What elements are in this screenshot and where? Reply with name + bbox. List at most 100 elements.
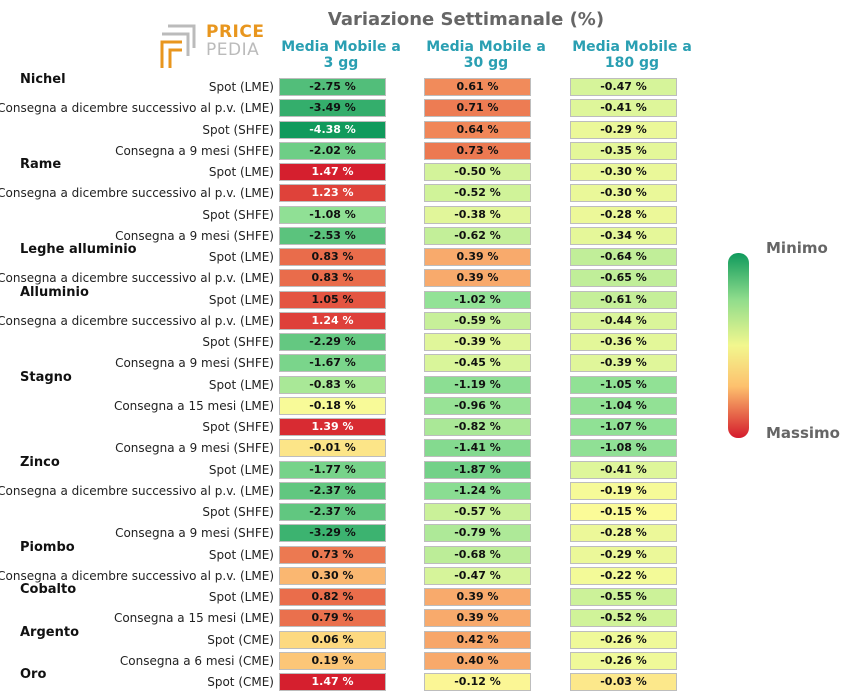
value-cell: 0.19 % xyxy=(279,651,386,670)
value-cell: -0.03 % xyxy=(570,673,677,691)
value-cell: -0.01 % xyxy=(279,439,386,458)
value-cell: -0.36 % xyxy=(570,333,677,351)
row-label: Spot (SHFE) xyxy=(202,420,274,434)
value-cell: 1.23 % xyxy=(279,184,386,203)
value-cell: -1.04 % xyxy=(570,396,677,415)
row-label: Spot (LME) xyxy=(208,165,274,179)
value-cell: -0.30 % xyxy=(570,184,677,203)
group-label: Oro xyxy=(20,667,47,682)
value-cell: -1.24 % xyxy=(424,481,531,500)
color-scale-legend xyxy=(728,253,749,438)
value-cell: 1.24 % xyxy=(279,311,386,330)
value-cell: -1.08 % xyxy=(570,439,677,458)
row-label: Spot (LME) xyxy=(208,292,274,307)
value-cell: 0.83 % xyxy=(279,248,386,266)
value-cell: 0.73 % xyxy=(424,141,531,160)
group-label: Argento xyxy=(20,624,79,640)
row-label: Consegna a 9 mesi (SHFE) xyxy=(115,356,274,371)
logo-text-pedia: PEDIA xyxy=(206,40,260,60)
row-label: Spot (SHFE) xyxy=(202,505,274,519)
row-label: Spot (SHFE) xyxy=(202,122,274,137)
value-cell: -1.41 % xyxy=(424,439,531,458)
row-label: Consegna a dicembre successivo al p.v. (… xyxy=(0,483,274,498)
value-cell: -1.07 % xyxy=(570,418,677,436)
value-cell: 0.39 % xyxy=(424,588,531,606)
value-cell: -1.08 % xyxy=(279,205,386,224)
value-cell: -0.62 % xyxy=(424,226,531,245)
value-cell: 0.79 % xyxy=(279,609,386,628)
row-label: Spot (LME) xyxy=(208,377,274,392)
group-label: Stagno xyxy=(20,369,72,385)
column-header-180gg: Media Mobile a 180 gg xyxy=(572,39,692,71)
group-label: Cobalto xyxy=(20,582,77,597)
value-cell: -0.39 % xyxy=(424,333,531,351)
column-header-3gg: Media Mobile a 3 gg xyxy=(281,39,401,71)
value-cell: -0.52 % xyxy=(424,184,531,203)
legend-max-label: Massimo xyxy=(766,424,840,442)
value-cell: -2.37 % xyxy=(279,481,386,500)
chart-title: Variazione Settimanale (%) xyxy=(327,9,605,30)
row-label: Consegna a 9 mesi (SHFE) xyxy=(115,441,274,456)
row-label: Spot (CME) xyxy=(207,675,274,689)
value-cell: -0.64 % xyxy=(570,248,677,266)
value-cell: 1.05 % xyxy=(279,290,386,309)
value-cell: -0.39 % xyxy=(570,354,677,373)
pricepedia-logo: PRICE PEDIA xyxy=(160,24,270,72)
value-cell: -0.52 % xyxy=(570,609,677,628)
value-cell: -1.87 % xyxy=(424,460,531,479)
value-cell: -2.75 % xyxy=(279,78,386,96)
value-cell: -0.19 % xyxy=(570,481,677,500)
value-cell: 0.42 % xyxy=(424,630,531,649)
value-cell: -0.35 % xyxy=(570,141,677,160)
value-cell: -0.15 % xyxy=(570,503,677,521)
value-cell: -0.65 % xyxy=(570,269,677,288)
row-label: Consegna a dicembre successivo al p.v. (… xyxy=(0,271,274,286)
value-cell: -0.22 % xyxy=(570,566,677,585)
value-cell: -4.38 % xyxy=(279,120,386,139)
row-label: Spot (LME) xyxy=(208,590,274,604)
value-cell: -2.29 % xyxy=(279,333,386,351)
value-cell: -0.82 % xyxy=(424,418,531,436)
value-cell: 1.39 % xyxy=(279,418,386,436)
row-label: Consegna a 15 mesi (LME) xyxy=(113,398,274,413)
value-cell: -0.29 % xyxy=(570,545,677,564)
value-cell: -2.02 % xyxy=(279,141,386,160)
value-cell: -0.26 % xyxy=(570,651,677,670)
value-cell: -2.53 % xyxy=(279,226,386,245)
value-cell: -0.41 % xyxy=(570,460,677,479)
value-cell: 0.61 % xyxy=(424,78,531,96)
row-label: Spot (CME) xyxy=(207,632,274,647)
value-cell: -0.44 % xyxy=(570,311,677,330)
value-cell: 0.39 % xyxy=(424,269,531,288)
value-cell: -0.55 % xyxy=(570,588,677,606)
row-label: Consegna a dicembre successivo al p.v. (… xyxy=(0,568,274,583)
value-cell: 0.71 % xyxy=(424,99,531,118)
value-cell: -0.57 % xyxy=(424,503,531,521)
value-cell: -0.68 % xyxy=(424,545,531,564)
value-cell: -0.41 % xyxy=(570,99,677,118)
value-cell: -1.77 % xyxy=(279,460,386,479)
group-label: Nichel xyxy=(20,72,66,87)
value-cell: -0.50 % xyxy=(424,163,531,181)
row-label: Spot (LME) xyxy=(208,462,274,477)
value-cell: -0.30 % xyxy=(570,163,677,181)
row-label: Spot (LME) xyxy=(208,547,274,562)
row-label: Spot (LME) xyxy=(208,250,274,264)
logo-text-price: PRICE xyxy=(206,22,265,42)
value-cell: -0.79 % xyxy=(424,524,531,543)
row-label: Consegna a 9 mesi (SHFE) xyxy=(115,526,274,541)
row-label: Spot (SHFE) xyxy=(202,207,274,222)
value-cell: -1.05 % xyxy=(570,375,677,394)
value-cell: -0.28 % xyxy=(570,524,677,543)
value-cell: -1.67 % xyxy=(279,354,386,373)
row-label: Consegna a 9 mesi (SHFE) xyxy=(115,143,274,158)
value-cell: -0.47 % xyxy=(424,566,531,585)
value-cell: -0.34 % xyxy=(570,226,677,245)
value-cell: -2.37 % xyxy=(279,503,386,521)
group-label: Zinco xyxy=(20,454,60,470)
value-cell: 0.40 % xyxy=(424,651,531,670)
value-cell: -0.26 % xyxy=(570,630,677,649)
value-cell: -0.47 % xyxy=(570,78,677,96)
row-label: Spot (SHFE) xyxy=(202,335,274,349)
value-cell: -1.02 % xyxy=(424,290,531,309)
